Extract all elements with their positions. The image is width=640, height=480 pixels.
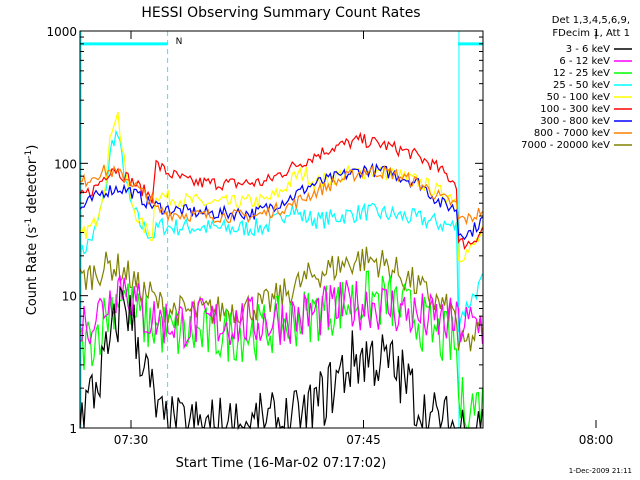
footer-date: 1-Dec-2009 21:11 xyxy=(569,467,632,475)
series-line-4 xyxy=(79,111,484,263)
x-tick-label-2: 08:00 xyxy=(579,433,614,447)
legend-label-7: 800 - 7000 keV xyxy=(534,128,610,139)
y-tick-label-0: 1 xyxy=(69,422,77,436)
night-interval-0: N xyxy=(80,31,182,428)
legend-header-line-1: Det 1,3,4,5,6,9, xyxy=(552,15,630,26)
legend-label-0: 3 - 6 keV xyxy=(566,44,610,55)
series-line-8 xyxy=(79,246,484,352)
legend-label-2: 12 - 25 keV xyxy=(553,68,610,79)
x-axis-label: Start Time (16-Mar-02 07:17:02) xyxy=(176,456,387,471)
y-tick-label-1: 10 xyxy=(62,290,77,304)
y-axis-label-mid: detector xyxy=(25,158,40,218)
y-axis: 1 10 100 1000 xyxy=(46,25,483,436)
y-axis-label-sup2: -1 xyxy=(24,150,34,159)
legend-label-5: 100 - 300 keV xyxy=(540,104,610,115)
legend-label-3: 25 - 50 keV xyxy=(553,80,610,91)
y-axis-label-sup1: -1 xyxy=(24,218,34,227)
x-tick-label-1: 07:45 xyxy=(346,433,381,447)
y-axis-label: Count Rate (s-1 detector-1) xyxy=(24,145,40,316)
legend-header-line-2: FDecim 1, Att 1 xyxy=(552,28,630,39)
legend-label-1: 6 - 12 keV xyxy=(559,56,610,67)
series-line-5 xyxy=(79,131,484,251)
y-tick-label-2: 100 xyxy=(54,157,77,171)
x-tick-label-0: 07:30 xyxy=(114,433,149,447)
chart-title: HESSI Observing Summary Count Rates xyxy=(141,5,420,21)
y-tick-label-3: 1000 xyxy=(46,25,77,39)
y-axis-label-main: Count Rate (s xyxy=(25,227,40,316)
y-axis-label-end: ) xyxy=(25,145,40,150)
legend: Det 1,3,4,5,6,9, FDecim 1, Att 1 3 - 6 k… xyxy=(521,15,632,151)
series-line-7 xyxy=(79,164,484,226)
night-label-0: N xyxy=(176,37,183,47)
plot-frame xyxy=(79,30,484,429)
legend-label-8: 7000 - 20000 keV xyxy=(521,140,610,151)
series-line-3 xyxy=(79,129,484,333)
series-line-0 xyxy=(79,285,484,431)
legend-label-4: 50 - 100 keV xyxy=(547,92,611,103)
series-line-1 xyxy=(79,275,484,350)
legend-label-6: 300 - 800 keV xyxy=(540,116,610,127)
